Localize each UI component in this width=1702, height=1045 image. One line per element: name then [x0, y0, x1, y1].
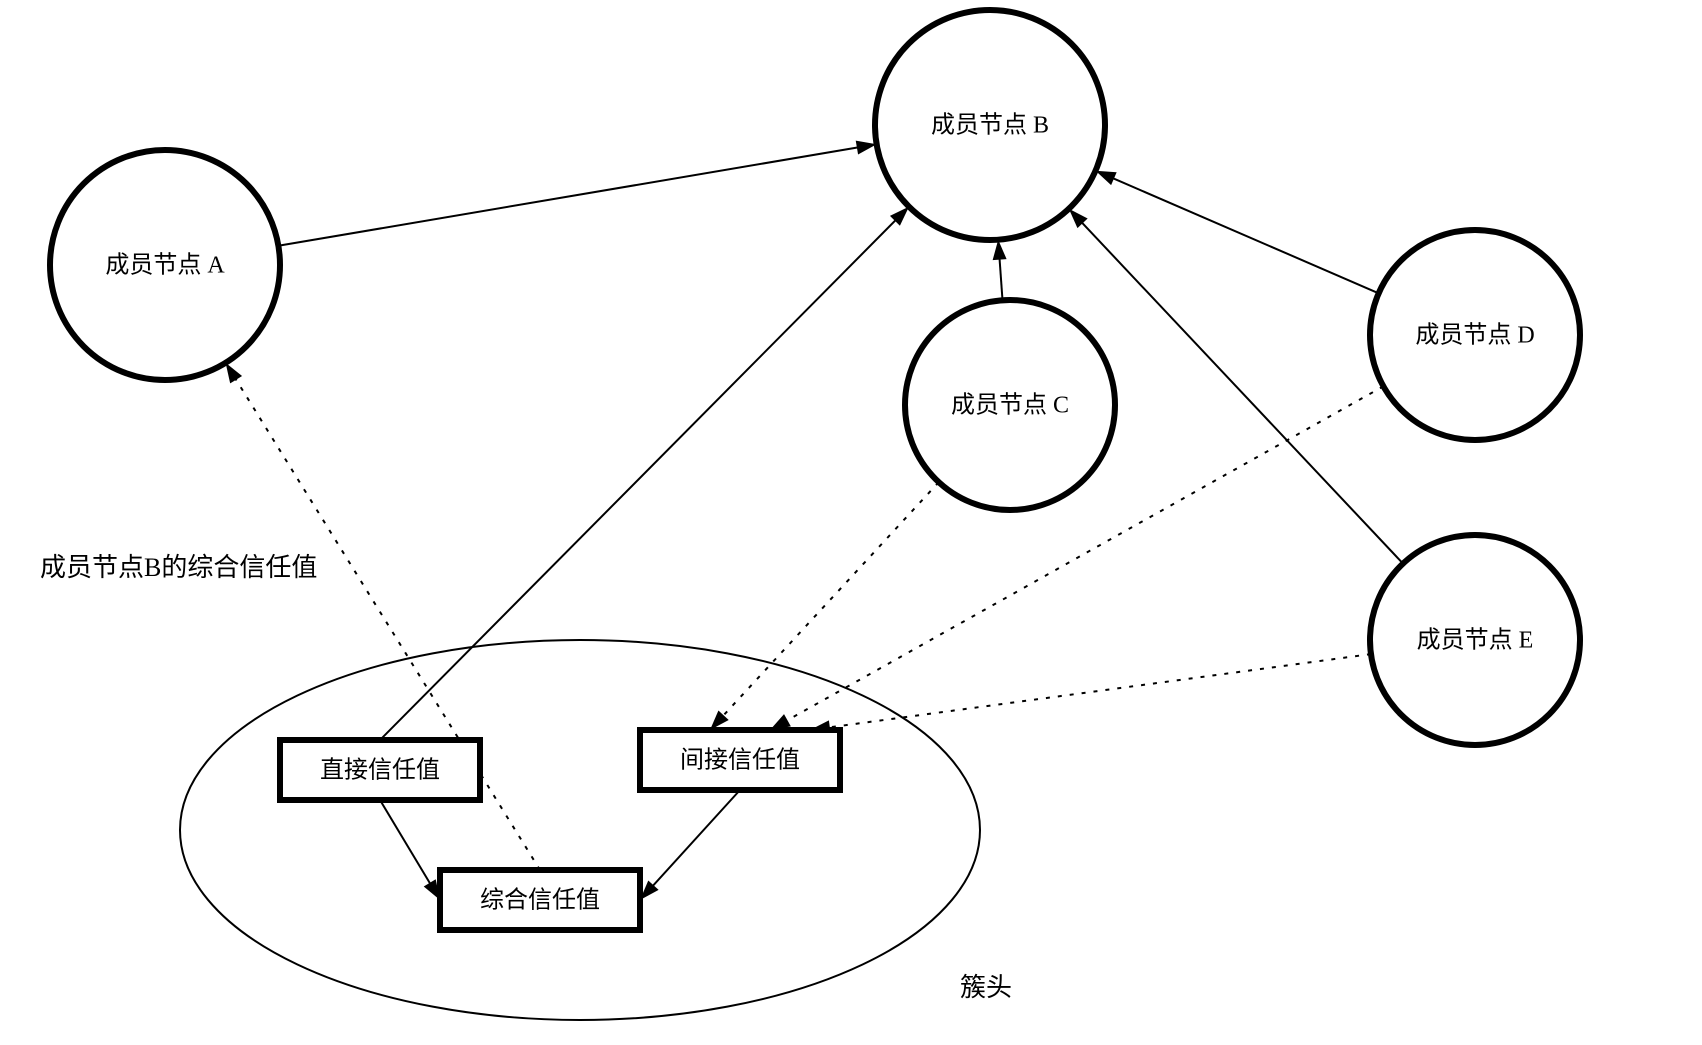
node-D: 成员节点 D — [1370, 230, 1580, 440]
node-label-E: 成员节点 E — [1417, 627, 1534, 654]
node-E: 成员节点 E — [1370, 535, 1580, 745]
label-cluster: 簇头 — [960, 973, 1012, 1002]
box-indirect: 间接信任值 — [640, 730, 840, 790]
node-label-A: 成员节点 A — [105, 252, 225, 279]
edge-direct-combined — [380, 800, 440, 900]
box-combined: 综合信任值 — [440, 870, 640, 930]
box-label-combined: 综合信任值 — [480, 887, 600, 914]
node-C: 成员节点 C — [905, 300, 1115, 510]
edge-C-B — [993, 240, 1007, 301]
edge-D-B — [1096, 171, 1379, 294]
diagram-canvas: 直接信任值 间接信任值综合信任值 成员节点 A 成员节点 B 成员节点 C 成员节点 D 成… — [0, 0, 1702, 1045]
cluster-ellipse — [180, 640, 980, 1020]
edge-C-indirect — [710, 482, 939, 730]
edge-direct-B — [380, 207, 909, 740]
node-label-C: 成员节点 C — [951, 392, 1069, 419]
node-A: 成员节点 A — [50, 150, 280, 380]
node-label-D: 成员节点 D — [1415, 322, 1534, 349]
edge-A-B — [278, 141, 876, 246]
box-label-indirect: 间接信任值 — [680, 747, 800, 774]
label-title: 成员节点B的综合信任值 — [40, 553, 317, 582]
node-B: 成员节点 B — [875, 10, 1105, 240]
box-direct: 直接信任值 — [280, 740, 480, 800]
node-label-B: 成员节点 B — [931, 112, 1049, 139]
edge-E-indirect — [810, 654, 1371, 734]
edge-E-B — [1069, 209, 1403, 564]
box-label-direct: 直接信任值 — [320, 757, 440, 784]
edge-indirect-combined — [640, 790, 740, 900]
